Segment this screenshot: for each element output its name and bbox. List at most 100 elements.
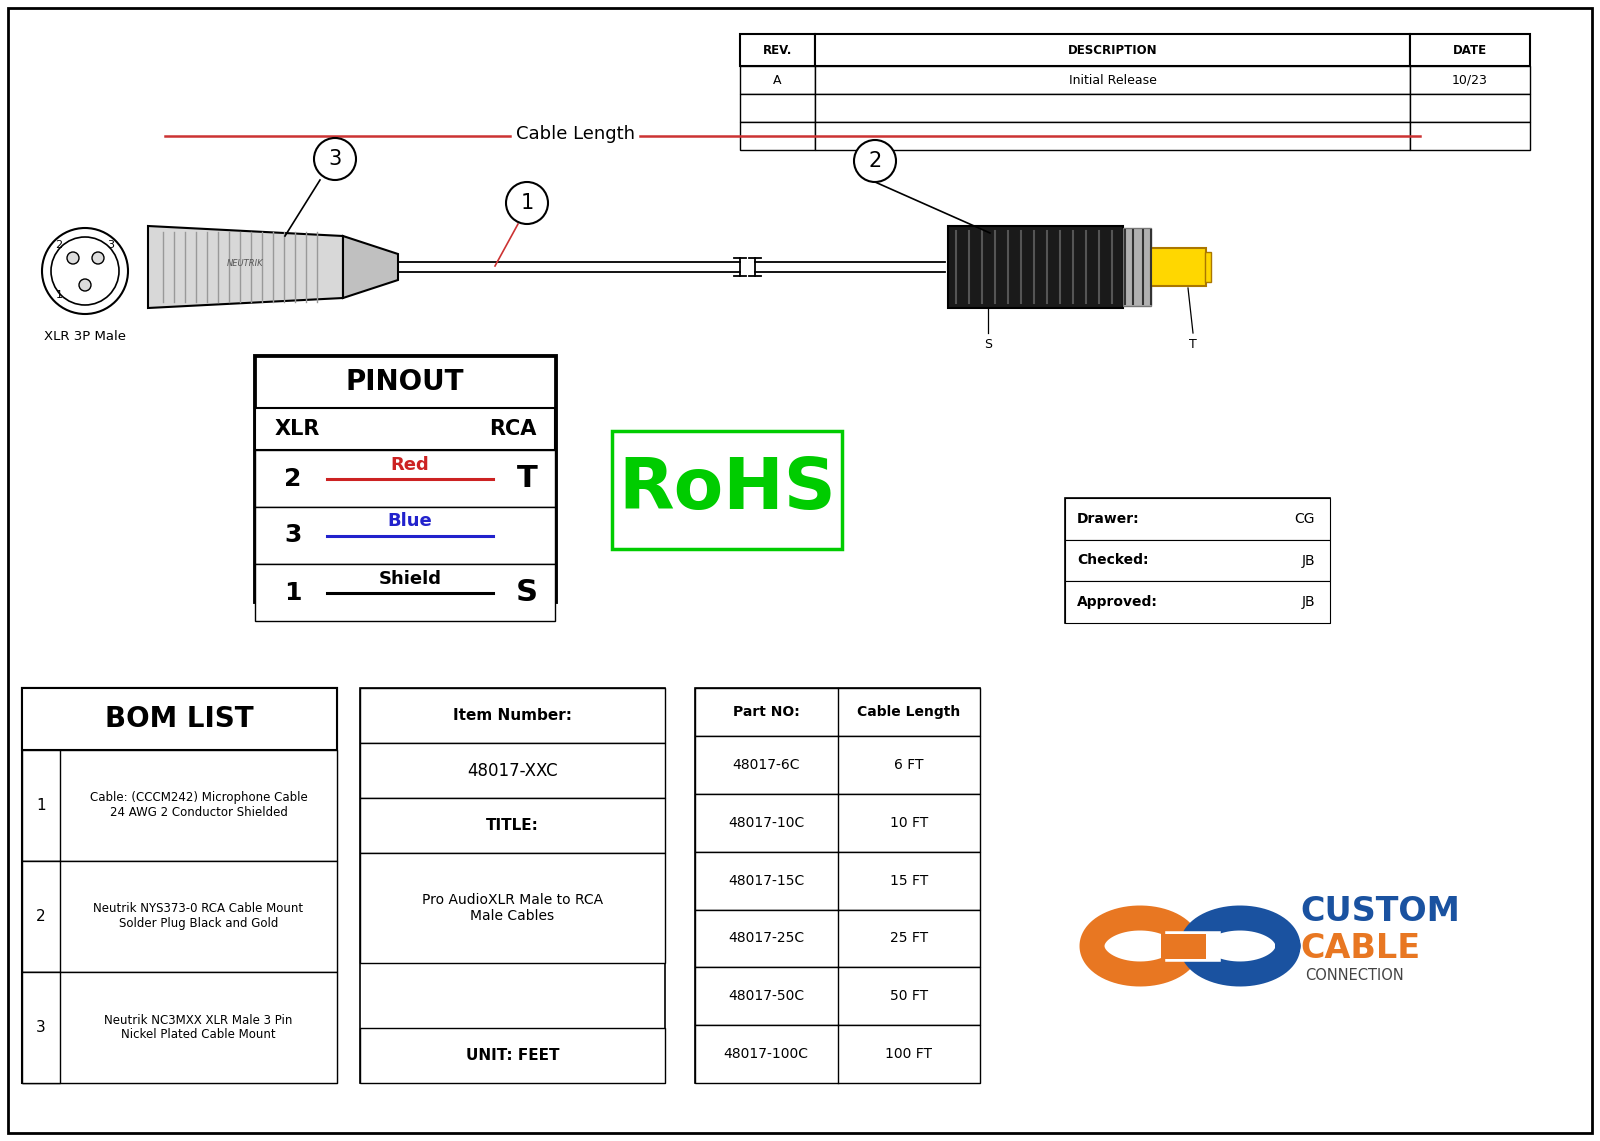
Polygon shape (147, 226, 342, 308)
Bar (694, 688, 979, 1083)
Bar (360, 688, 666, 743)
Bar (22, 861, 61, 972)
Bar (1150, 248, 1206, 286)
Bar (1066, 497, 1330, 623)
Bar (22, 688, 338, 750)
Text: Item Number:: Item Number: (453, 709, 573, 723)
Bar (360, 853, 666, 963)
Bar (947, 226, 1123, 308)
Text: 3: 3 (328, 149, 342, 169)
Text: REV.: REV. (763, 43, 792, 57)
Text: 3: 3 (285, 524, 302, 548)
Text: JB: JB (1301, 596, 1315, 609)
Text: 2: 2 (869, 151, 882, 171)
Text: JB: JB (1301, 553, 1315, 567)
Text: Cable Length: Cable Length (515, 126, 635, 143)
Text: 1: 1 (37, 798, 46, 814)
Bar (254, 356, 555, 601)
Text: Part NO:: Part NO: (733, 705, 800, 719)
Bar (254, 564, 555, 621)
Text: Approved:: Approved: (1077, 596, 1158, 609)
Bar (254, 507, 555, 564)
Text: Red: Red (390, 455, 429, 474)
Text: 10/23: 10/23 (1453, 73, 1488, 87)
Text: PINOUT: PINOUT (346, 369, 464, 396)
Bar (814, 34, 1410, 66)
Bar (1410, 94, 1530, 122)
Bar (814, 94, 1410, 122)
Text: TITLE:: TITLE: (486, 818, 539, 833)
Text: 2: 2 (56, 240, 62, 250)
Circle shape (506, 183, 547, 224)
Text: CABLE: CABLE (1299, 932, 1421, 965)
Text: T: T (517, 464, 538, 493)
Text: 1: 1 (520, 193, 534, 213)
Bar (22, 861, 338, 972)
Text: 3: 3 (37, 1020, 46, 1035)
Circle shape (93, 252, 104, 264)
Text: S: S (984, 338, 992, 351)
Text: 48017-25C: 48017-25C (728, 931, 805, 946)
Bar (814, 122, 1410, 149)
Text: CUSTOM: CUSTOM (1299, 895, 1459, 928)
Text: 48017-50C: 48017-50C (728, 989, 805, 1003)
Bar (22, 972, 61, 1083)
Text: 50 FT: 50 FT (890, 989, 928, 1003)
Text: 6 FT: 6 FT (894, 758, 923, 772)
Bar (694, 909, 979, 968)
Bar (22, 688, 338, 1083)
Text: Drawer:: Drawer: (1077, 512, 1139, 526)
Bar (694, 851, 979, 909)
Bar (694, 688, 979, 736)
Bar (739, 66, 814, 94)
Text: T: T (1189, 338, 1197, 351)
Text: Shield: Shield (379, 569, 442, 588)
Bar (1123, 228, 1150, 306)
Text: NEUTRIK: NEUTRIK (227, 259, 264, 267)
Text: 48017-6C: 48017-6C (733, 758, 800, 772)
Bar (254, 356, 555, 408)
Text: Neutrik NC3MXX XLR Male 3 Pin
Nickel Plated Cable Mount: Neutrik NC3MXX XLR Male 3 Pin Nickel Pla… (104, 1013, 293, 1042)
Text: 48017-100C: 48017-100C (723, 1047, 808, 1061)
Text: Cable Length: Cable Length (858, 705, 960, 719)
Text: 2: 2 (37, 909, 46, 924)
Bar (254, 450, 555, 507)
Circle shape (42, 228, 128, 314)
Text: 1: 1 (285, 581, 302, 605)
Text: 2: 2 (285, 467, 302, 491)
Bar (739, 94, 814, 122)
Circle shape (67, 252, 78, 264)
Bar (1066, 581, 1330, 623)
Circle shape (78, 280, 91, 291)
Text: Checked:: Checked: (1077, 553, 1149, 567)
Text: 48017-10C: 48017-10C (728, 816, 805, 830)
Text: S: S (515, 578, 538, 607)
Text: CG: CG (1294, 512, 1315, 526)
Bar (360, 1028, 666, 1083)
Bar (22, 750, 61, 861)
Bar (22, 972, 338, 1083)
Text: Pro AudioXLR Male to RCA
Male Cables: Pro AudioXLR Male to RCA Male Cables (422, 893, 603, 923)
Text: 15 FT: 15 FT (890, 874, 928, 888)
Bar (1205, 252, 1211, 282)
Text: CONNECTION: CONNECTION (1306, 968, 1403, 984)
Text: XLR: XLR (274, 419, 320, 439)
Text: Neutrik NYS373-0 RCA Cable Mount
Solder Plug Black and Gold: Neutrik NYS373-0 RCA Cable Mount Solder … (93, 903, 304, 931)
Bar (694, 1025, 979, 1083)
Text: 10 FT: 10 FT (890, 816, 928, 830)
Bar (739, 122, 814, 149)
Bar (1410, 66, 1530, 94)
Circle shape (854, 140, 896, 183)
Bar (360, 798, 666, 853)
Text: DATE: DATE (1453, 43, 1486, 57)
Text: BOM LIST: BOM LIST (106, 705, 254, 733)
Text: A: A (773, 73, 782, 87)
Bar (1410, 122, 1530, 149)
Text: 48017-15C: 48017-15C (728, 874, 805, 888)
Text: UNIT: FEET: UNIT: FEET (466, 1047, 560, 1063)
Bar (360, 688, 666, 1083)
Bar (694, 968, 979, 1025)
Bar (739, 34, 814, 66)
Text: 48017-XXC: 48017-XXC (467, 761, 558, 779)
Text: RoHS: RoHS (618, 455, 835, 525)
